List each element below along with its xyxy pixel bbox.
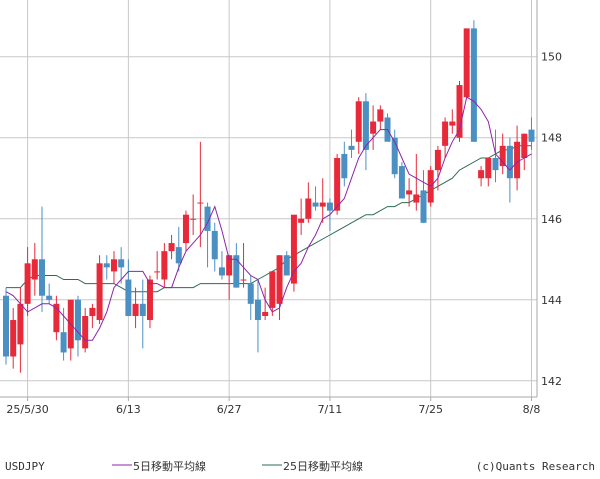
candle-body [312,202,319,207]
candle-body [269,271,276,308]
ma25-line [6,145,532,293]
candle-body [204,206,211,231]
candle-body [492,157,499,171]
candle-body [377,109,384,122]
candle-body [190,218,197,220]
candle-body [197,202,204,204]
candle-body [463,28,470,98]
candle-body [449,121,456,126]
candle-body [31,259,38,280]
candle-body [53,303,60,333]
candle-body [247,283,254,304]
x-tick-label: 7/25 [418,403,443,416]
candle-body [478,170,485,179]
candle-body [168,243,175,252]
candle-body [485,157,492,179]
candle-body [262,311,269,316]
candle-body [283,255,290,276]
y-tick-label: 150 [541,51,562,64]
ma25-layer [6,145,532,293]
candle-body [406,190,413,195]
candle-body [254,299,261,321]
x-tick-label: 6/27 [217,403,242,416]
candle-body [528,129,535,142]
candle-body [38,259,45,296]
candle-body [370,121,377,134]
candle-body [17,303,24,345]
candle-body [118,259,125,268]
candle-body [211,230,218,260]
ma5-layer [5,96,532,341]
candle-body [391,137,398,175]
legend-ma5-label: 5日移動平均線 [133,459,206,473]
candle-body [334,157,341,211]
y-tick-label: 144 [541,294,562,307]
candle-body [233,255,240,288]
x-tick-label: 6/13 [116,403,141,416]
candle-body [60,332,67,353]
axes [0,0,538,401]
candle-body [161,251,168,280]
candle-body [514,141,521,179]
candle-body [240,279,247,281]
candle-body [226,255,233,276]
candle-body [182,214,189,244]
credit-label: (c)Quants Research [476,460,595,473]
candle-body [413,194,420,203]
candle-body [470,28,477,142]
ma5-line [5,96,532,341]
x-tick-label: 8/8 [523,403,541,416]
candle-body [521,133,528,158]
candle-body [103,263,110,268]
candle-body [110,259,117,272]
candle-body [24,263,31,304]
legend-ma25-label: 25日移動平均線 [283,459,363,473]
candle-body [89,307,96,316]
candle-body [456,85,463,138]
candle-body [506,145,513,179]
candle-body [434,149,441,171]
x-tick-label: 25/5/30 [6,403,48,416]
candle-body [290,214,297,284]
candle-body [305,198,312,219]
candle-body [362,101,369,150]
y-tick-label: 146 [541,213,562,226]
candle-body [82,315,89,349]
candle-body [96,263,103,321]
y-tick-labels: 142 144 146 148 150 [541,51,562,388]
candle-body [154,271,161,273]
candle-body [341,153,348,179]
candle-body [326,202,333,211]
y-tick-label: 148 [541,132,562,145]
candle-body [132,303,139,316]
candle-body [46,295,53,300]
candle-body [499,145,506,167]
y-tick-label: 142 [541,375,562,388]
candle-body [146,279,153,321]
candle-body [319,202,326,207]
candles-layer [3,20,535,373]
footer: USDJPY 5日移動平均線 25日移動平均線 (c)Quants Resear… [5,459,595,473]
x-tick-labels: 25/5/30 6/13 6/27 7/11 7/25 8/8 [6,403,540,416]
candle-body [276,255,283,304]
candle-body [218,267,225,276]
candle-body [3,295,9,357]
candle-body [74,299,81,341]
candle-body [175,247,182,264]
candle-body [355,101,362,142]
candle-body [298,218,305,223]
candle-body [10,320,17,357]
candle-body [398,166,405,199]
candle-body [442,121,449,146]
candle-body [139,303,146,316]
candle-body [125,279,132,316]
x-tick-label: 7/11 [318,403,343,416]
candle-body [420,190,427,223]
symbol-label: USDJPY [5,460,45,473]
candle-body [348,145,355,150]
